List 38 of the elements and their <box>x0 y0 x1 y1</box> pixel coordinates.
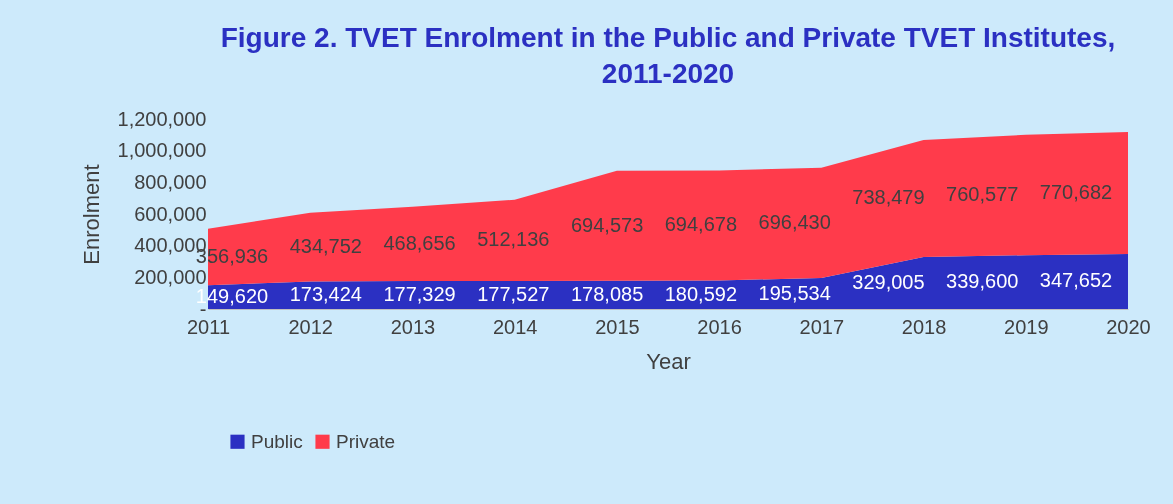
data-label: 694,573 <box>570 213 644 236</box>
data-label: 180,592 <box>664 282 738 305</box>
x-tick-label: 2020 <box>1106 315 1151 338</box>
x-tick-label: 2012 <box>288 315 333 338</box>
y-tick-label: 1,200,000 <box>117 107 207 130</box>
legend-label: Public <box>251 430 303 452</box>
x-tick-label: 2018 <box>901 315 947 338</box>
x-axis-title: Year <box>646 348 691 374</box>
x-tick-label: 2011 <box>186 315 231 338</box>
x-tick-label: 2013 <box>390 315 436 338</box>
y-axis-title: Enrolment <box>78 164 104 265</box>
y-tick-label: 600,000 <box>134 202 207 225</box>
x-tick-label: 2014 <box>492 315 538 338</box>
y-tick-label: 200,000 <box>134 265 207 288</box>
data-label: 177,329 <box>383 282 456 305</box>
data-label: 696,430 <box>758 210 831 233</box>
legend-label: Private <box>336 430 396 452</box>
data-label: 468,656 <box>383 231 456 254</box>
data-label: 512,136 <box>477 228 550 251</box>
x-tick-label: 2017 <box>799 315 845 338</box>
x-tick-label: 2015 <box>595 315 640 338</box>
y-tick-label: 800,000 <box>134 170 207 193</box>
data-label: 195,534 <box>758 281 831 304</box>
data-label: 694,678 <box>664 213 738 236</box>
data-label: 177,527 <box>477 282 550 305</box>
x-tick-label: 2019 <box>1004 315 1049 338</box>
data-label: 760,577 <box>946 183 1019 206</box>
data-label: 339,600 <box>946 270 1019 293</box>
data-label: 173,424 <box>289 283 362 306</box>
data-label: 770,682 <box>1039 180 1113 203</box>
data-label: 329,005 <box>852 270 925 293</box>
y-tick-label: 1,000,000 <box>117 139 207 162</box>
data-label: 347,652 <box>1039 269 1113 292</box>
data-label: 178,085 <box>570 282 644 305</box>
x-tick-label: 2016 <box>697 315 742 338</box>
data-label: 434,752 <box>289 235 362 258</box>
chart-title: Figure 2. TVET Enrolment in the Public and Private TVET Institutes, 2011-2020 <box>220 22 1116 89</box>
data-label: 738,479 <box>852 186 925 209</box>
